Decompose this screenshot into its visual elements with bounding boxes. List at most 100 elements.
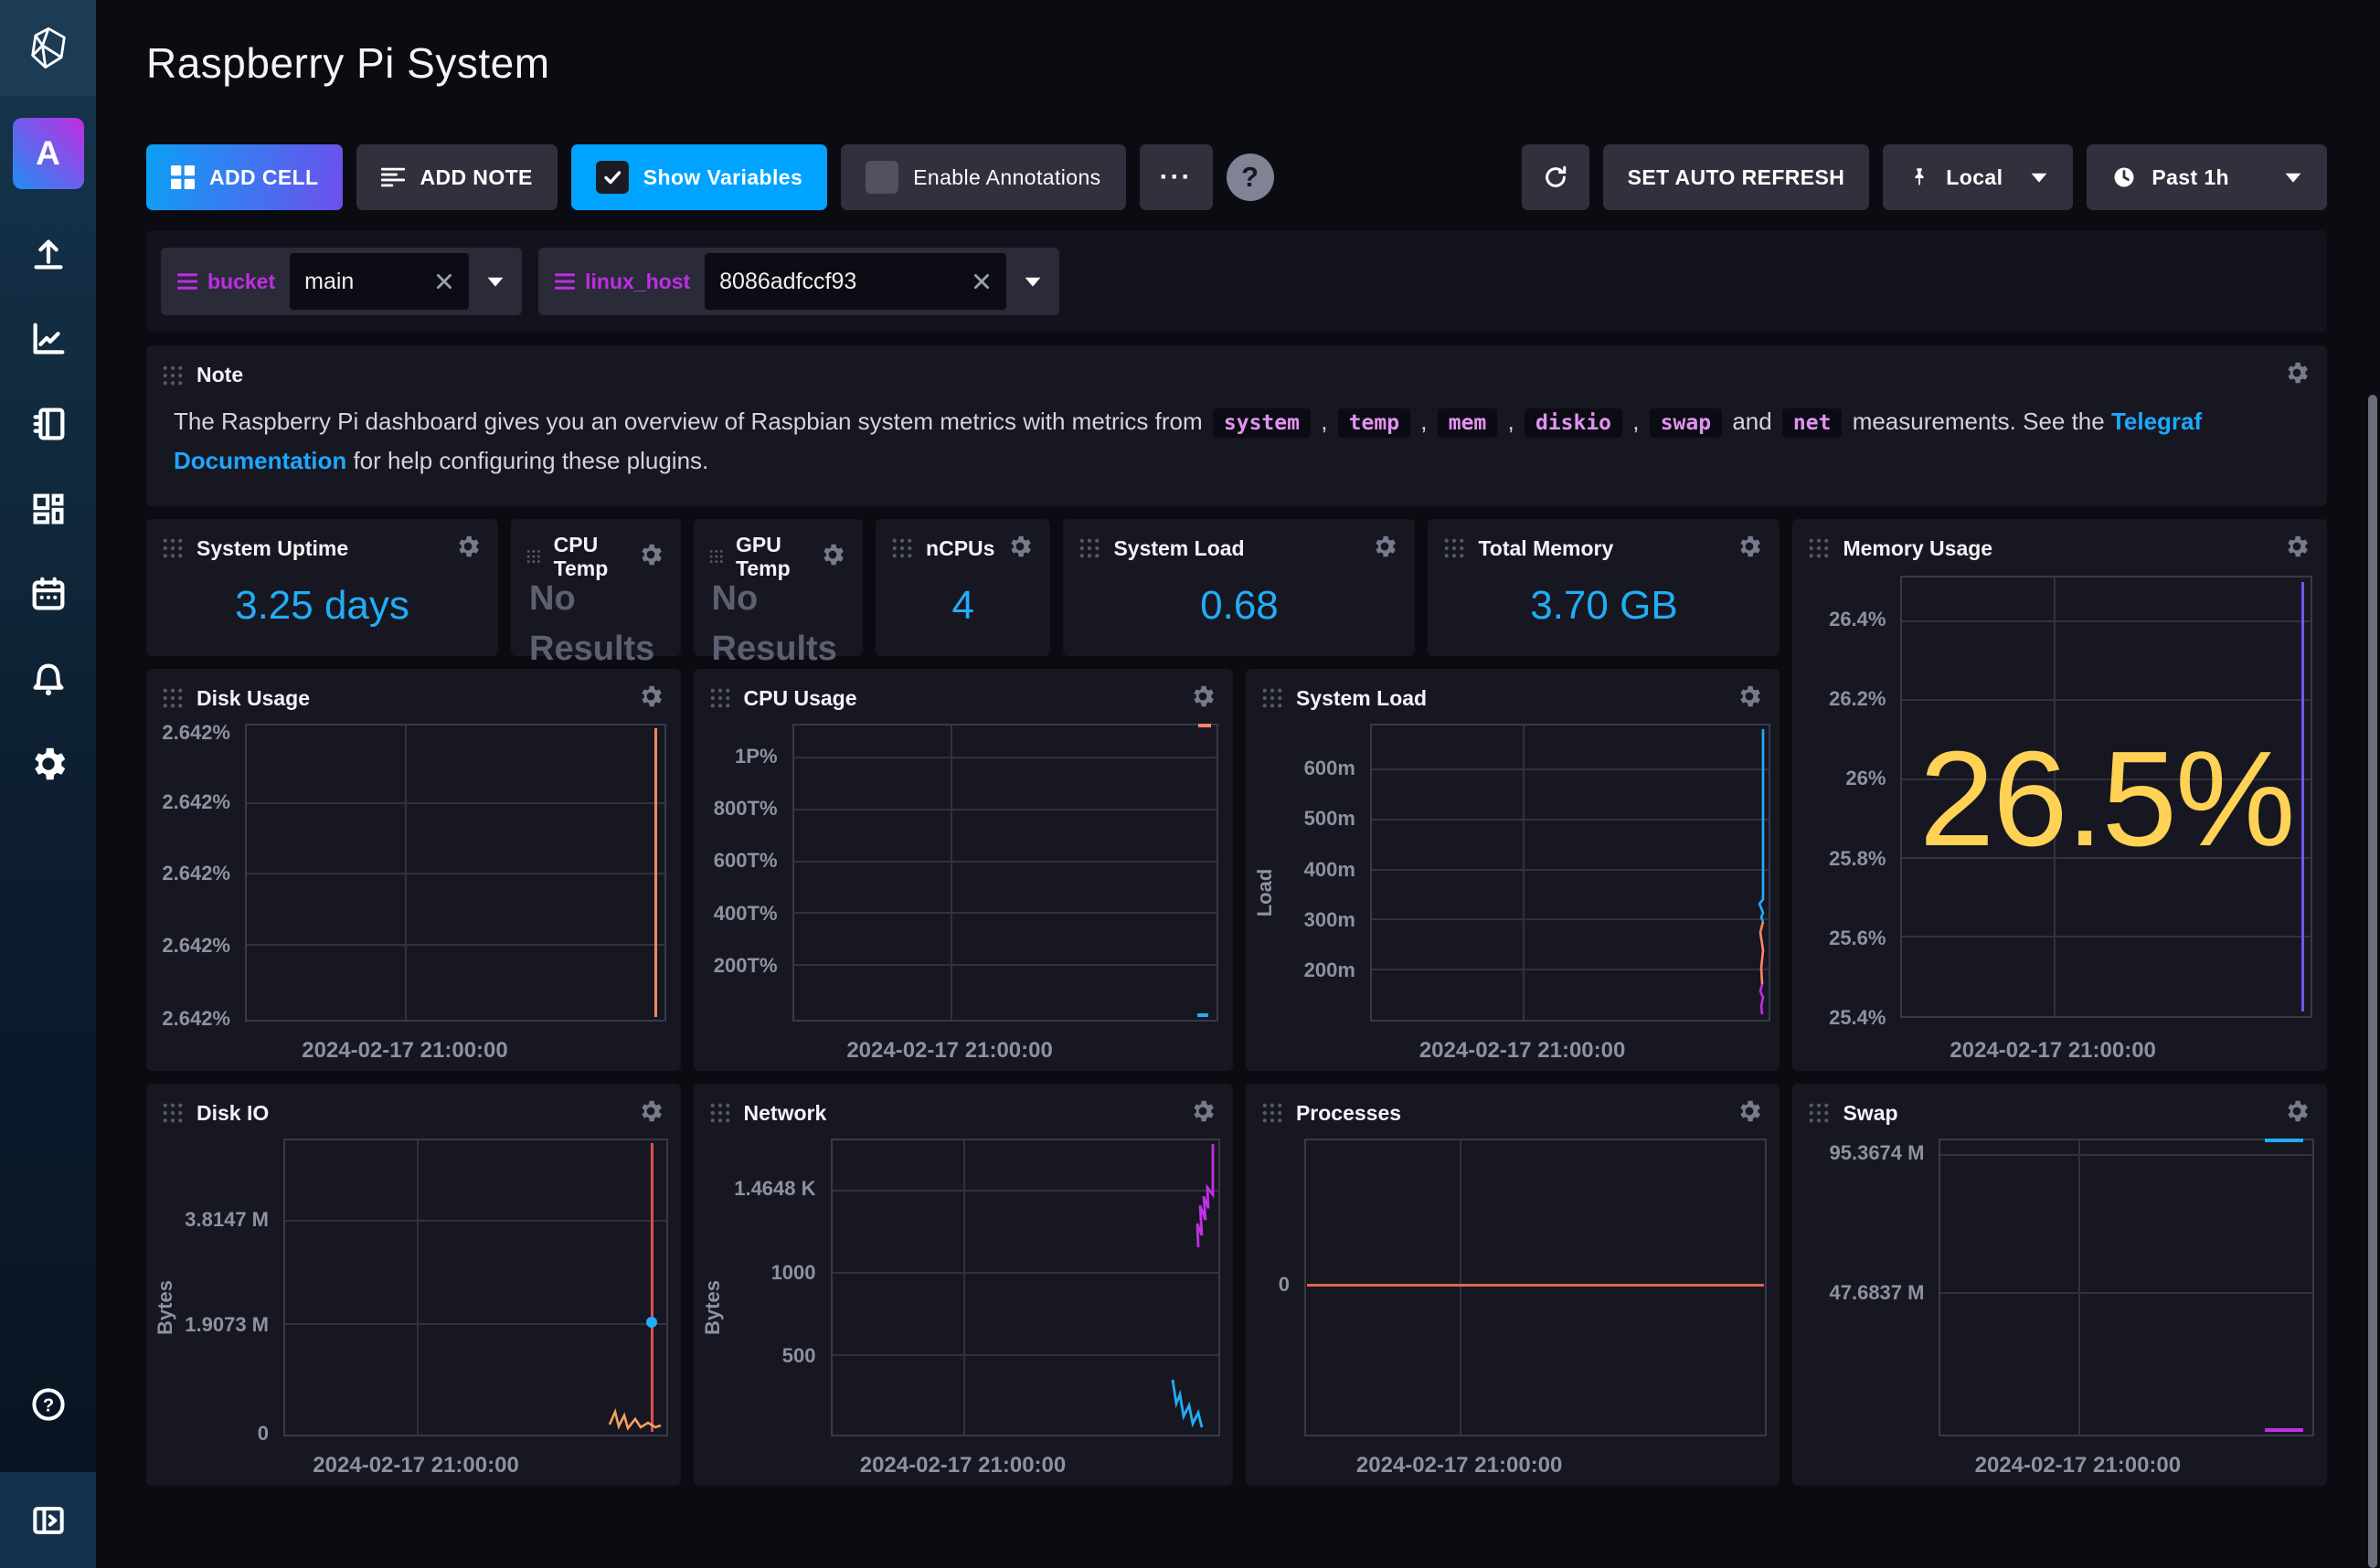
measurement-tag: swap <box>1649 408 1723 438</box>
y-tick: 2.642% <box>162 1006 230 1030</box>
cell-settings-button[interactable] <box>1736 1097 1763 1129</box>
y-axis: 95.3674 M 47.6837 M <box>1792 1139 1925 1436</box>
cell-settings-button[interactable] <box>454 533 482 565</box>
cell-title: System Load <box>1113 536 1245 561</box>
series-line-disk-used <box>653 728 657 1017</box>
sidebar-item-dashboards[interactable] <box>27 488 69 530</box>
cell-settings-button[interactable] <box>1736 533 1763 565</box>
add-note-button[interactable]: ADD NOTE <box>356 144 558 210</box>
chevron-down-icon <box>1025 277 1041 287</box>
memory-usage-chart: 26.4% 26.2% 26% 25.8% 25.6% 25.4% 26.5 <box>1792 565 2327 1071</box>
cell-settings-button[interactable] <box>1189 683 1217 715</box>
drag-handle-icon[interactable] <box>1260 1101 1284 1125</box>
cell-settings-button[interactable] <box>637 541 664 573</box>
gridline <box>247 802 664 805</box>
sidebar-item-settings[interactable] <box>27 743 69 785</box>
drag-handle-icon[interactable] <box>708 1101 732 1125</box>
cell-settings-button[interactable] <box>1006 533 1034 565</box>
sidebar-item-data-explorer[interactable] <box>27 318 69 360</box>
drag-handle-icon[interactable] <box>161 686 185 710</box>
plot-area <box>283 1138 668 1436</box>
enable-annotations-label: Enable Annotations <box>913 164 1101 189</box>
close-icon[interactable] <box>434 271 454 291</box>
note-text: The Raspberry Pi dashboard gives you an … <box>146 391 2327 506</box>
show-variables-toggle[interactable]: Show Variables <box>570 144 828 210</box>
drag-handle-icon[interactable] <box>890 536 914 560</box>
gear-icon <box>2288 535 2308 557</box>
checkbox-checked-icon[interactable] <box>595 161 629 194</box>
series-squiggle-disk-write <box>608 1407 661 1431</box>
chart-cell-network: Network Bytes 1.4648 K 1000 500 <box>693 1083 1233 1486</box>
nav-sidebar: A <box>0 0 96 1568</box>
drag-handle-icon[interactable] <box>161 364 185 387</box>
clock-icon <box>2114 167 2134 187</box>
drag-handle-icon[interactable] <box>526 545 542 568</box>
chart-cell-disk-io: Disk IO Bytes 3.8147 M 1.9073 M 0 <box>146 1083 681 1486</box>
set-auto-refresh-button[interactable]: SET AUTO REFRESH <box>1602 144 1870 210</box>
influxdb-logo[interactable] <box>0 0 96 96</box>
checkbox-unchecked-icon[interactable] <box>866 161 899 194</box>
sidebar-item-load-data[interactable] <box>27 233 69 275</box>
y-axis: 2.642% 2.642% 2.642% 2.642% 2.642% <box>146 721 230 1030</box>
cell-title: Swap <box>1843 1101 1898 1126</box>
y-axis: 0 <box>1246 1139 1290 1436</box>
gridline <box>247 943 664 946</box>
vertical-scrollbar[interactable] <box>2368 395 2377 1568</box>
account-avatar[interactable]: A <box>12 118 84 189</box>
cell-settings-button[interactable] <box>1736 683 1763 715</box>
sidebar-expand-toggle[interactable] <box>0 1472 96 1568</box>
telegraf-documentation-link[interactable]: Telegraf Documentation <box>174 408 2203 474</box>
text-lines-icon <box>381 167 406 187</box>
variable-bucket-value[interactable]: main <box>290 253 470 310</box>
close-icon[interactable] <box>972 271 992 291</box>
cell-settings-button[interactable] <box>819 541 846 573</box>
cell-title: CPU Usage <box>743 686 857 711</box>
empty-state-text: No Results <box>529 578 655 668</box>
network-chart: Bytes 1.4648 K 1000 500 <box>694 1129 1233 1486</box>
sidebar-item-alerts[interactable] <box>27 658 69 700</box>
add-cell-button[interactable]: ADD CELL <box>146 144 344 210</box>
more-options-button[interactable]: ··· <box>1139 144 1213 210</box>
page-title: Raspberry Pi System <box>146 39 550 87</box>
y-tick: 25.8% <box>1829 846 1886 870</box>
cell-settings-button[interactable] <box>2283 533 2311 565</box>
note-text-segment: , <box>1414 408 1434 435</box>
cell-title: Network <box>743 1101 827 1126</box>
cell-settings-button[interactable] <box>2283 359 2311 391</box>
cell-settings-button[interactable] <box>2283 1097 2311 1129</box>
drag-handle-icon[interactable] <box>161 536 185 560</box>
cell-settings-button[interactable] <box>1189 1097 1217 1129</box>
question-mark-icon: ? <box>1241 161 1259 193</box>
drag-handle-icon[interactable] <box>1260 686 1284 710</box>
gridline <box>793 912 1217 915</box>
y-tick: 26% <box>1845 767 1886 790</box>
enable-annotations-toggle[interactable]: Enable Annotations <box>841 144 1126 210</box>
timezone-dropdown[interactable]: Local <box>1883 144 2074 210</box>
drag-handle-icon[interactable] <box>1442 536 1466 560</box>
cell-settings-button[interactable] <box>637 683 664 715</box>
gear-icon <box>34 747 65 780</box>
cell-settings-button[interactable] <box>637 1097 664 1129</box>
y-tick: 500m <box>1303 807 1355 831</box>
drag-handle-icon[interactable] <box>1078 536 1101 560</box>
drag-handle-icon[interactable] <box>1807 1101 1831 1125</box>
sidebar-item-help[interactable]: ? <box>28 1384 69 1425</box>
drag-handle-icon[interactable] <box>1807 536 1831 560</box>
x-axis-label: 2024-02-17 21:00:00 <box>1974 1452 2182 1478</box>
help-badge-button[interactable]: ? <box>1226 154 1274 201</box>
cell-settings-button[interactable] <box>1371 533 1398 565</box>
plot-area <box>1369 723 1771 1022</box>
drag-handle-icon[interactable] <box>708 545 725 568</box>
time-range-dropdown[interactable]: Past 1h <box>2087 144 2327 210</box>
variable-bucket-caret[interactable] <box>469 248 522 315</box>
variable-linux-host-caret[interactable] <box>1006 248 1059 315</box>
plot-area <box>1939 1138 2314 1436</box>
refresh-button[interactable] <box>1521 144 1589 210</box>
variable-linux-host-value[interactable]: 8086adfccf93 <box>705 253 1007 310</box>
sidebar-item-tasks[interactable] <box>27 573 69 615</box>
gridline <box>1940 1292 2312 1295</box>
drag-handle-icon[interactable] <box>708 686 732 710</box>
drag-handle-icon[interactable] <box>161 1101 185 1125</box>
sidebar-item-notebooks[interactable] <box>27 403 69 445</box>
cell-title: Processes <box>1295 1101 1402 1126</box>
